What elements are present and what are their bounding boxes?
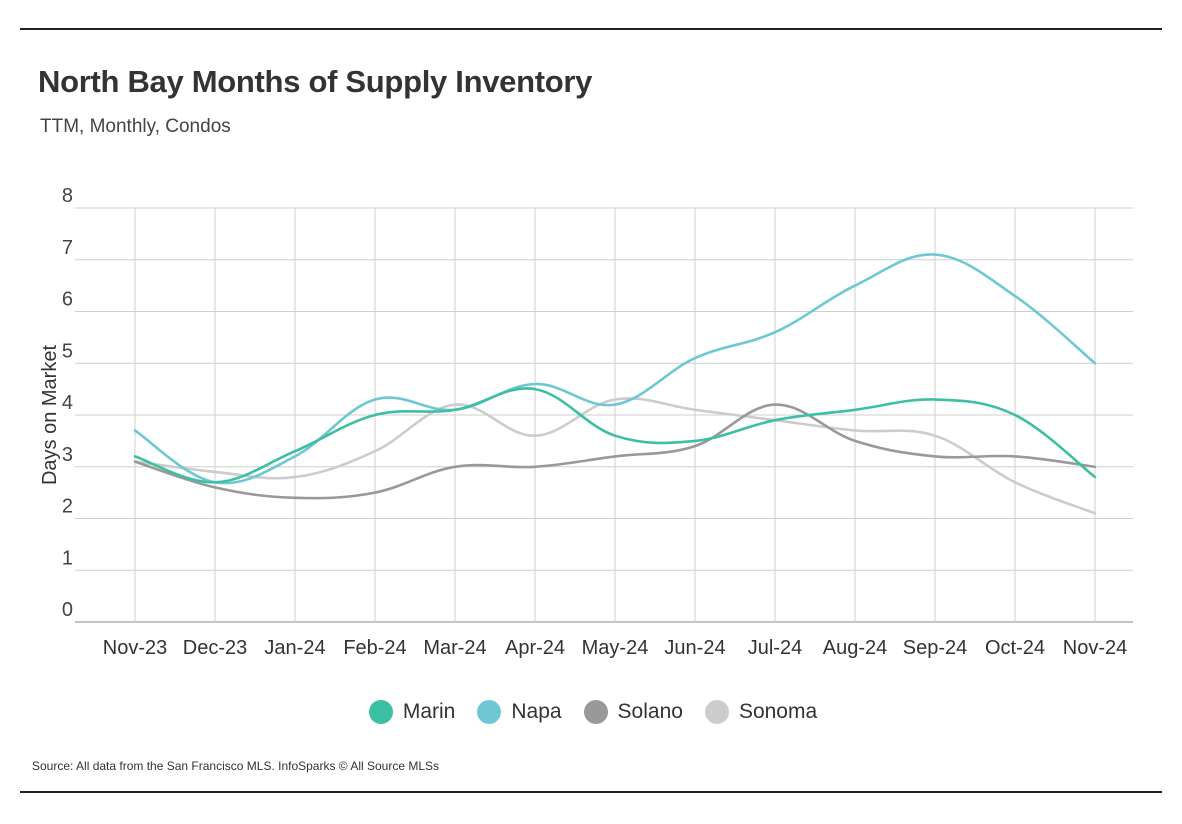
x-tick-label: Dec-23: [183, 637, 247, 659]
chart-title: North Bay Months of Supply Inventory: [38, 64, 593, 99]
legend-swatch: [583, 700, 608, 724]
chart-subtitle: TTM, Monthly, Condos: [40, 116, 231, 137]
x-tick-label: Apr-24: [505, 637, 565, 659]
y-tick-label: 2: [62, 496, 73, 518]
x-tick-label: Nov-24: [1063, 637, 1127, 659]
legend-item-napa: Napa: [473, 700, 562, 724]
x-tick-label: Oct-24: [985, 637, 1045, 659]
x-tick-label: Aug-24: [823, 637, 888, 659]
legend-label: Solano: [617, 700, 683, 723]
legend-label: Napa: [511, 700, 562, 723]
x-tick-label: Mar-24: [423, 637, 486, 659]
y-tick-label: 3: [62, 444, 73, 466]
bottom-rule: [20, 791, 1162, 793]
y-tick-label: 7: [62, 237, 73, 259]
x-tick-label: Feb-24: [343, 637, 406, 659]
legend-item-marin: Marin: [365, 700, 456, 724]
line-chart: 0 1 2 3 4 5 6 7 8 Nov-23 Dec-23 Jan-24 Feb-24 Mar-24 A…: [39, 185, 1133, 659]
legend-swatch: [368, 700, 393, 724]
series-line-sonoma: [133, 397, 1097, 515]
y-tick-label: 4: [62, 392, 73, 414]
x-tick-label: May-24: [582, 637, 649, 659]
top-rule: [20, 28, 1162, 30]
y-axis-label: Days on Market: [39, 345, 61, 485]
y-tick-label: 5: [62, 340, 73, 362]
legend-swatch: [704, 700, 729, 724]
legend-label: Marin: [402, 700, 456, 723]
source-note: Source: All data from the San Francisco …: [32, 759, 440, 773]
y-tick-label: 8: [62, 185, 73, 207]
legend-item-solano: Solano: [580, 700, 683, 724]
y-tick-label: 0: [62, 599, 73, 621]
x-tick-label: Jan-24: [264, 637, 325, 659]
y-tick-label: 6: [62, 289, 73, 311]
legend-swatch: [477, 700, 502, 724]
series-line-solano: [133, 403, 1097, 500]
x-tick-label: Nov-23: [103, 637, 167, 659]
x-tick-label: Jul-24: [748, 637, 802, 659]
legend-item-sonoma: Sonoma: [701, 700, 817, 724]
series-line-napa: [133, 253, 1097, 485]
y-tick-label: 1: [62, 547, 73, 569]
chart-legend: Marin Napa Solano Sonoma: [0, 700, 1182, 724]
legend-label: Sonoma: [738, 700, 818, 723]
x-tick-label: Jun-24: [664, 637, 725, 659]
series-line-marin: [133, 387, 1097, 484]
x-tick-label: Sep-24: [903, 637, 968, 659]
